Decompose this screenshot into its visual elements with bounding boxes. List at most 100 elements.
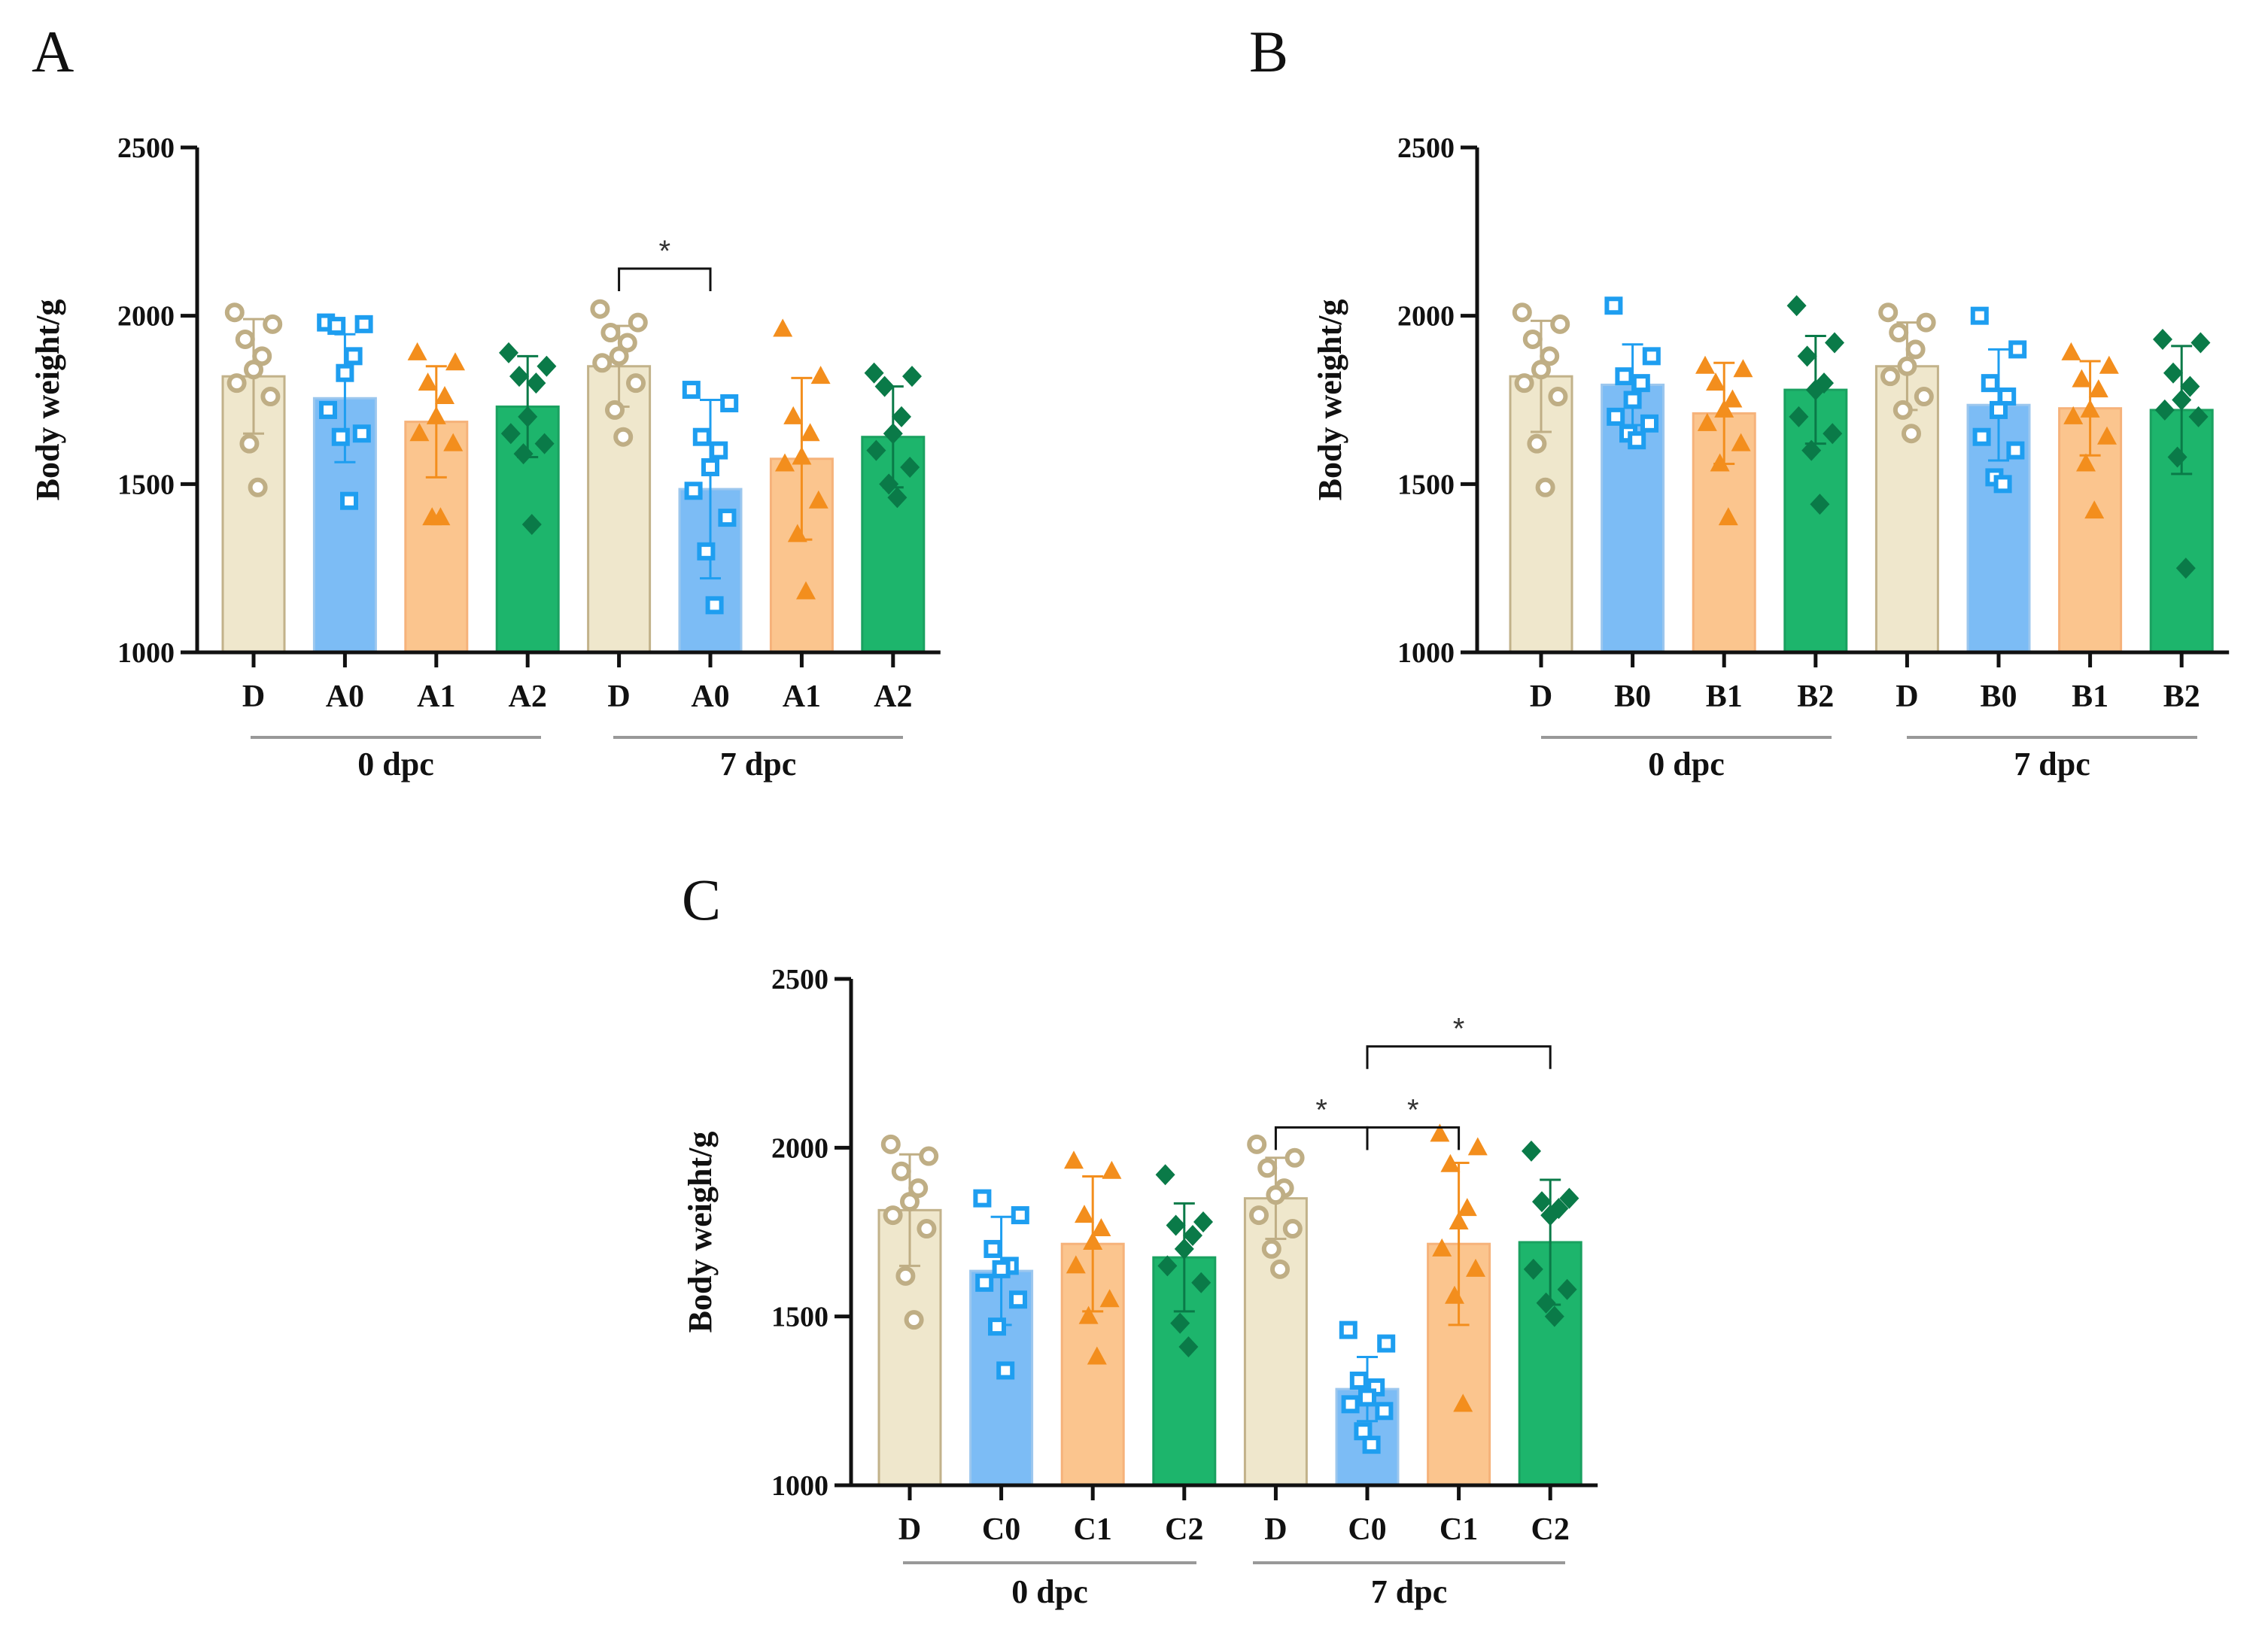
panel-c-significance-bracket-1: [1366, 1126, 1461, 1150]
panel-a-point-5-1: [720, 394, 739, 412]
panel-a-point-5-0: [682, 381, 701, 400]
panel-a-point-2-0: [407, 342, 427, 360]
panel-c-point-6-1: [1467, 1137, 1488, 1156]
panel-b-point-7-1: [2190, 332, 2211, 354]
panel-b-point-3-8: [1810, 494, 1830, 515]
panel-a-point-6-1: [810, 366, 831, 384]
panel-b-category-label-7: B2: [2163, 679, 2200, 714]
panel-c-point-6-5: [1432, 1238, 1452, 1257]
panel-c-point-2-6: [1099, 1289, 1120, 1308]
panel-b-y-tick-label-2: 2000: [1397, 301, 1455, 333]
panel-a-point-0-5: [226, 373, 247, 394]
panel-b-point-6-6: [2097, 426, 2117, 445]
panel-c-point-0-6: [917, 1219, 937, 1239]
panel-b-point-4-8: [1902, 424, 1921, 444]
panel-a-point-2-3: [435, 386, 455, 405]
panel-a-point-2-4: [426, 406, 446, 424]
panel-a: A Body weight/g 1000 1500 2000 2500 D A0 A1 A2 D A0…: [29, 19, 941, 783]
panel-a-y-tick-label-0: 1000: [117, 637, 175, 669]
panel-b-category-label-6: B1: [2072, 679, 2108, 714]
panel-a-y-tick-label-3: 2500: [117, 132, 175, 164]
panel-a-point-1-1: [354, 315, 373, 333]
panel-b-point-5-0: [1970, 306, 1989, 325]
panel-c-point-0-2: [891, 1161, 911, 1181]
panel-b-point-1-8: [1628, 431, 1646, 450]
panel-c-point-5-1: [1377, 1334, 1396, 1353]
panel-a-point-3-6: [534, 433, 555, 454]
panel-c-category-label-4: D: [1264, 1512, 1287, 1547]
panel-c-point-5-6: [1375, 1402, 1394, 1421]
panel-b-point-1-5: [1607, 407, 1625, 426]
panel-b-point-0-1: [1550, 314, 1570, 334]
panel-c-y-tick-label-1: 1500: [771, 1302, 828, 1333]
panel-b-point-7-6: [2188, 406, 2209, 427]
panel-c-point-7-2: [1532, 1191, 1552, 1213]
panel-c-point-3-4: [1174, 1238, 1194, 1260]
panel-a-point-0-7: [239, 433, 260, 454]
panel-b-point-4-2: [1889, 323, 1909, 343]
panel-c-significance-bracket-2: [1366, 1045, 1552, 1069]
panel-a-point-0-3: [252, 346, 272, 366]
panel-a-point-1-6: [352, 424, 371, 443]
panel-b-point-0-5: [1514, 373, 1534, 394]
panel-a-point-3-0: [499, 342, 518, 363]
panel-b-category-label-5: B0: [1980, 679, 2017, 714]
panel-c-point-1-4: [992, 1260, 1011, 1278]
panel-c-point-1-0: [973, 1189, 992, 1208]
panel-b-point-1-4: [1623, 391, 1642, 409]
panel-a-category-label-0: D: [242, 679, 265, 714]
panel-a-point-4-2: [600, 323, 621, 343]
panel-a-point-7-4: [883, 423, 903, 445]
panel-b-point-2-3: [1722, 389, 1743, 408]
panel-c-point-6-0: [1430, 1123, 1450, 1142]
panel-b-category-label-1: B0: [1614, 679, 1651, 714]
panel-b-group-label-0: 0 dpc: [1648, 746, 1724, 783]
panel-a-point-7-3: [892, 406, 911, 427]
panel-a-point-2-8: [430, 507, 451, 526]
panel-b-category-label-0: D: [1530, 679, 1552, 714]
panel-a-point-6-4: [792, 446, 812, 465]
panel-b: B Body weight/g 1000 1500 2000 2500 D B0 B1 B2 D B0…: [1249, 19, 2230, 783]
panel-a-point-0-0: [224, 302, 245, 323]
panel-c-point-1-6: [1009, 1290, 1027, 1309]
panel-a-point-6-2: [783, 406, 804, 424]
panel-c-point-2-7: [1078, 1305, 1099, 1324]
panel-b-point-4-1: [1916, 312, 1936, 333]
panel-b-category-label-3: B2: [1797, 679, 1834, 714]
panel-a-group-label-0: 0 dpc: [357, 746, 433, 783]
panel-b-point-7-4: [2172, 389, 2192, 411]
panel-b-label: B: [1249, 19, 1288, 84]
panel-c-point-4-8: [1270, 1259, 1290, 1279]
panel-b-point-6-0: [2061, 342, 2081, 360]
panel-a-point-1-7: [331, 427, 350, 446]
panel-a-category-label-2: A1: [417, 679, 455, 714]
panel-c-category-label-1: C0: [982, 1512, 1020, 1547]
panel-b-point-7-0: [2153, 328, 2172, 350]
panel-c-point-4-6: [1282, 1219, 1303, 1239]
panel-b-point-3-1: [1825, 332, 1844, 354]
panel-c-point-3-7: [1170, 1312, 1190, 1334]
panel-b-point-2-5: [1697, 412, 1717, 431]
panel-a-point-5-2: [692, 427, 711, 446]
panel-a-y-tick-label-1: 1500: [117, 469, 175, 500]
panel-b-point-0-4: [1531, 360, 1551, 380]
panel-c-point-3-0: [1155, 1164, 1175, 1186]
panel-b-point-2-0: [1695, 355, 1715, 374]
panel-c-point-5-0: [1339, 1320, 1357, 1339]
panel-c-point-6-4: [1449, 1211, 1469, 1230]
panel-c-category-label-7: C2: [1531, 1512, 1570, 1547]
panel-b-point-1-0: [1604, 296, 1623, 315]
panel-a-point-5-3: [710, 441, 728, 460]
panel-c-point-5-4: [1358, 1388, 1376, 1407]
panel-b-point-6-3: [2088, 379, 2108, 398]
panel-a-point-0-6: [260, 387, 281, 407]
panel-a-point-4-1: [628, 312, 648, 333]
panel-b-category-label-2: B1: [1706, 679, 1743, 714]
panel-c-point-1-5: [975, 1273, 994, 1292]
panel-c-point-0-5: [883, 1205, 903, 1226]
panel-c-point-1-8: [996, 1361, 1015, 1380]
panel-a-y-axis-title: Body weight/g: [29, 299, 66, 501]
panel-b-point-6-7: [2076, 453, 2096, 472]
panel-b-point-2-2: [1706, 372, 1725, 391]
panel-c-point-1-2: [984, 1239, 1002, 1258]
